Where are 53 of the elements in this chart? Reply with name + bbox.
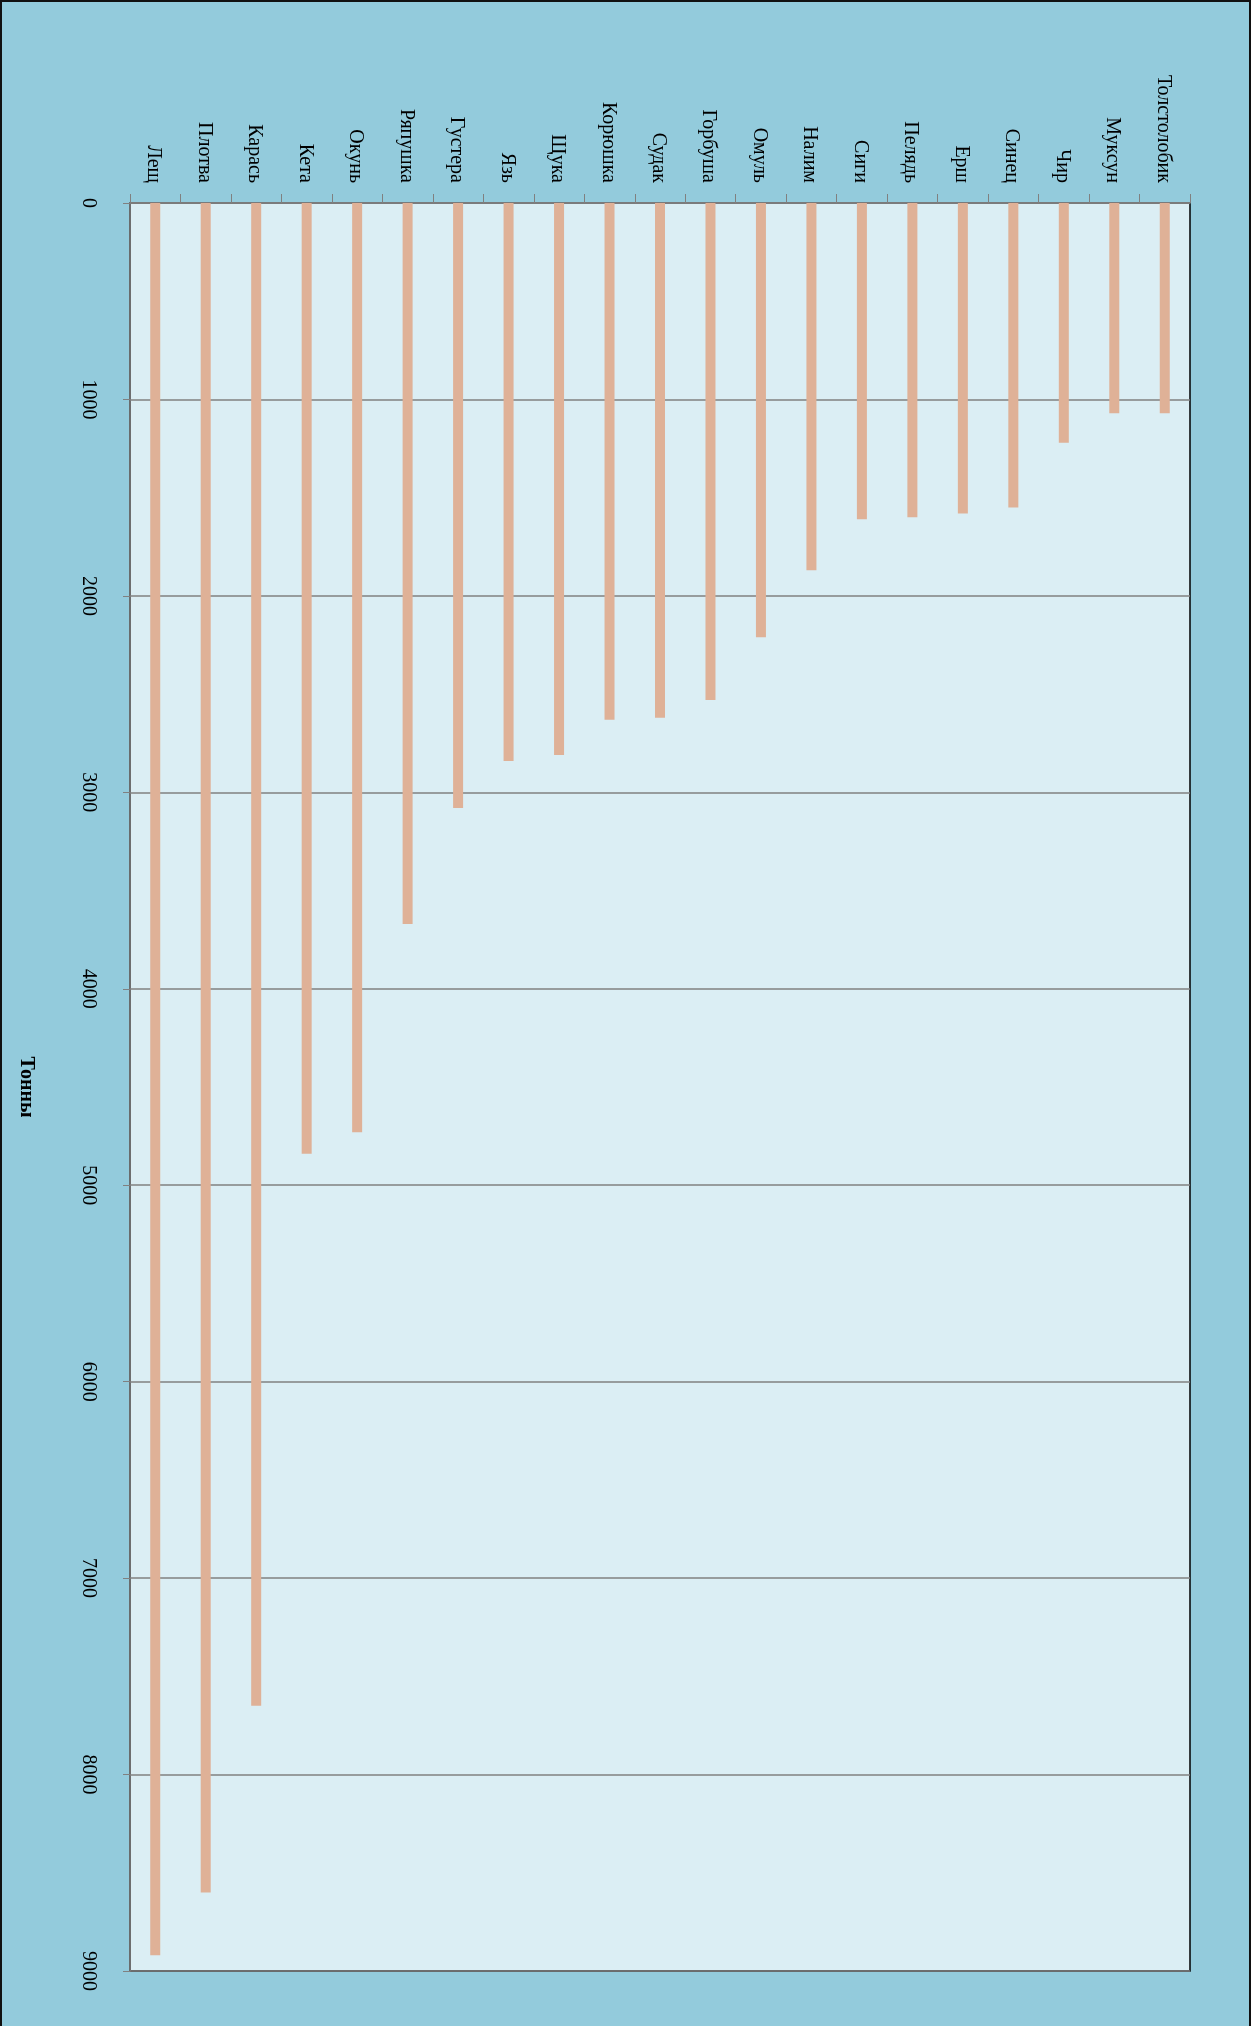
bar <box>453 203 464 809</box>
y-tick-label: 8000 <box>79 1754 101 1795</box>
bar <box>1058 203 1069 443</box>
y-tick-label: 9000 <box>79 1951 101 1991</box>
bar <box>957 203 968 514</box>
bar <box>655 203 665 718</box>
x-tick-label: Налим <box>800 126 823 184</box>
x-tick-label: Ряпушка <box>395 109 419 184</box>
bar <box>352 203 363 1133</box>
x-tick-label: Муксун <box>1102 117 1126 184</box>
x-tick-label: Кета <box>295 143 318 184</box>
y-tick-label: 0 <box>79 198 101 208</box>
x-tick-label: Синец <box>1001 128 1025 184</box>
y-tick-label: 5000 <box>79 1165 101 1206</box>
bar <box>150 203 161 1956</box>
y-tick-label: 7000 <box>79 1558 101 1599</box>
bar <box>251 203 262 1706</box>
x-tick-label: Щука <box>547 134 571 184</box>
x-tick-label: Чир <box>1051 149 1075 183</box>
x-tick-label: Густера <box>446 116 470 184</box>
x-tick-label: Толстолобик <box>1153 74 1176 184</box>
x-tick-label: Корюшка <box>597 102 621 184</box>
y-tick-label: 1000 <box>79 379 101 420</box>
bar <box>1159 203 1170 414</box>
bar <box>200 203 211 1893</box>
y-tick-label: 3000 <box>79 772 101 813</box>
y-tick-label: 2000 <box>79 575 101 616</box>
x-tick-label: Сиги <box>850 140 873 184</box>
x-tick-label: Карась <box>244 124 268 183</box>
x-tick-label: Омуль <box>748 127 772 183</box>
x-tick-label: Пелядь <box>900 121 924 183</box>
bar <box>1109 203 1120 414</box>
bar <box>705 203 716 700</box>
x-tick-label: Лещ <box>143 145 167 183</box>
x-tick-label: Окунь <box>345 129 369 183</box>
bar <box>503 203 514 761</box>
bar <box>755 203 766 638</box>
x-tick-label: Язь <box>497 152 520 183</box>
x-tick-label: Ерш <box>950 145 974 184</box>
bar <box>604 203 615 720</box>
x-tick-label: Судак <box>648 132 671 184</box>
bar <box>301 203 312 1154</box>
bar <box>907 203 918 518</box>
bar <box>554 203 565 756</box>
x-tick-label: Горбуша <box>698 109 722 184</box>
y-axis-title: Тонны <box>17 1056 39 1118</box>
bar <box>1008 203 1019 508</box>
y-tick-label: 4000 <box>79 968 101 1009</box>
bar <box>402 203 413 924</box>
bar <box>806 203 817 571</box>
bar <box>856 203 867 520</box>
x-tick-label: Плотва <box>194 122 217 184</box>
y-tick-label: 6000 <box>79 1361 101 1402</box>
